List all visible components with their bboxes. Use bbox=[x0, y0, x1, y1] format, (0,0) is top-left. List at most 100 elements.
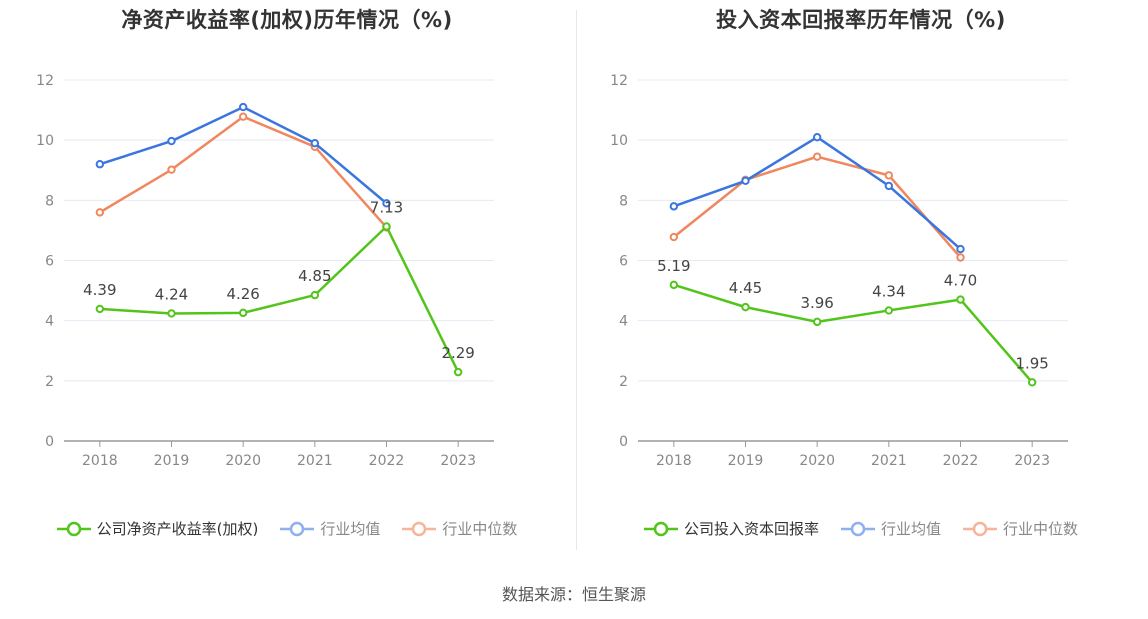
y-tick-label: 2 bbox=[45, 374, 54, 390]
data-point bbox=[238, 102, 248, 112]
y-tick-label: 0 bbox=[619, 434, 628, 450]
legend-item-industry-mean[interactable]: 行业均值 bbox=[840, 518, 941, 539]
data-point bbox=[741, 176, 750, 185]
chart-title: 净资产收益率(加权)历年情况（%) bbox=[121, 8, 453, 32]
data-label: 4.85 bbox=[298, 267, 331, 285]
legend-item-industry-median[interactable]: 行业中位数 bbox=[402, 518, 517, 539]
series-line-company bbox=[673, 283, 1034, 384]
data-label: 4.70 bbox=[944, 272, 977, 290]
chart-legend: 公司净资产收益率(加权) 行业均值 行业中位数 bbox=[0, 518, 574, 539]
x-tick-label: 2020 bbox=[799, 453, 835, 469]
x-tick-label: 2023 bbox=[1014, 453, 1050, 469]
data-point bbox=[956, 295, 965, 304]
data-label: 1.95 bbox=[1015, 354, 1048, 372]
data-point bbox=[382, 222, 391, 231]
series-line-industry-median bbox=[673, 155, 962, 259]
data-point bbox=[884, 306, 894, 315]
data-label: 4.24 bbox=[155, 285, 188, 303]
x-tick-label: 2018 bbox=[82, 453, 118, 469]
data-point bbox=[956, 253, 965, 262]
y-tick-label: 4 bbox=[45, 314, 54, 330]
x-tick-label: 2021 bbox=[297, 453, 333, 469]
data-source-note: 数据来源：恒生聚源 bbox=[501, 585, 646, 604]
data-point bbox=[669, 202, 679, 211]
x-tick-label: 2022 bbox=[369, 453, 405, 469]
x-tick-label: 2020 bbox=[225, 453, 261, 469]
data-point bbox=[382, 199, 391, 208]
x-tick-label: 2019 bbox=[728, 453, 764, 469]
y-tick-label: 8 bbox=[45, 193, 54, 209]
data-point bbox=[238, 308, 248, 318]
chart-title: 投入资本回报率历年情况（%) bbox=[716, 8, 1006, 32]
series-line-industry-mean bbox=[99, 105, 388, 205]
data-point bbox=[95, 304, 105, 314]
series-line-company bbox=[99, 225, 460, 373]
x-tick-label: 2023 bbox=[440, 453, 476, 469]
roe-line-chart: 0 2 4 6 8 10 12 2018 2019 2020 2021 2022 2023 4.39 4.2… bbox=[36, 73, 494, 469]
legend-item-industry-median[interactable]: 行业中位数 bbox=[963, 518, 1078, 539]
data-label: 3.96 bbox=[800, 294, 833, 312]
legend-item-company[interactable]: 公司投入资本回报率 bbox=[643, 518, 819, 539]
y-tick-label: 4 bbox=[619, 314, 628, 330]
legend-line-icon bbox=[402, 521, 437, 536]
data-point bbox=[453, 367, 463, 377]
legend-line-icon bbox=[280, 521, 315, 536]
panel-divider bbox=[576, 10, 577, 550]
data-point bbox=[884, 171, 894, 180]
data-point bbox=[167, 165, 176, 174]
data-label: 7.13 bbox=[370, 199, 403, 217]
data-point bbox=[95, 160, 105, 169]
x-tick-label: 2019 bbox=[154, 453, 190, 469]
data-point bbox=[167, 309, 176, 318]
legend-line-icon bbox=[840, 521, 875, 536]
chart-legend: 公司投入资本回报率 行业均值 行业中位数 bbox=[574, 518, 1148, 539]
legend-label: 行业中位数 bbox=[442, 520, 518, 538]
y-tick-label: 0 bbox=[45, 434, 54, 450]
x-tick-label: 2021 bbox=[871, 453, 907, 469]
data-point bbox=[884, 181, 894, 191]
legend-line-icon bbox=[963, 521, 997, 536]
data-label: 4.45 bbox=[729, 279, 762, 297]
data-point bbox=[812, 132, 822, 142]
data-label: 4.39 bbox=[83, 281, 116, 299]
y-tick-label: 10 bbox=[36, 133, 54, 149]
data-point bbox=[310, 138, 320, 148]
y-tick-label: 10 bbox=[610, 133, 628, 149]
legend-label: 行业中位数 bbox=[1003, 520, 1079, 538]
data-point bbox=[310, 290, 320, 300]
legend-line-icon bbox=[56, 521, 91, 536]
data-label: 5.19 bbox=[657, 257, 690, 275]
legend-label: 行业均值 bbox=[320, 520, 381, 538]
data-label: 4.34 bbox=[872, 282, 905, 300]
data-label: 4.26 bbox=[226, 285, 259, 303]
legend-item-industry-mean[interactable]: 行业均值 bbox=[280, 518, 380, 539]
y-tick-label: 8 bbox=[619, 193, 628, 209]
data-point bbox=[1027, 378, 1037, 387]
data-point bbox=[669, 280, 679, 290]
y-tick-label: 2 bbox=[619, 374, 628, 390]
series-line-industry-median bbox=[99, 115, 388, 229]
legend-item-company[interactable]: 公司净资产收益率(加权) bbox=[56, 518, 259, 539]
x-tick-label: 2018 bbox=[656, 453, 692, 469]
y-tick-label: 12 bbox=[36, 73, 54, 89]
data-point bbox=[812, 317, 822, 327]
roic-line-chart: 0 2 4 6 8 10 12 2018 2019 2020 2021 2022 2023 5.19 4.4… bbox=[610, 73, 1068, 469]
legend-line-icon bbox=[643, 521, 678, 536]
legend-label: 行业均值 bbox=[880, 520, 941, 538]
legend-label: 公司投入资本回报率 bbox=[683, 520, 819, 538]
data-point bbox=[741, 302, 750, 312]
y-tick-label: 6 bbox=[619, 254, 628, 270]
data-point bbox=[669, 232, 679, 242]
y-tick-label: 12 bbox=[610, 73, 628, 89]
legend-label: 公司净资产收益率(加权) bbox=[96, 520, 259, 538]
data-point bbox=[95, 208, 105, 217]
data-point bbox=[167, 136, 176, 146]
x-tick-label: 2022 bbox=[943, 453, 979, 469]
data-point bbox=[812, 152, 822, 161]
data-point bbox=[956, 244, 965, 254]
data-point bbox=[238, 112, 248, 121]
roe-chart-panel: 净资产收益率(加权)历年情况（%) 0 2 4 6 8 10 12 2018 2019 2020 2… bbox=[0, 0, 574, 560]
data-label: 2.29 bbox=[441, 344, 474, 362]
y-tick-label: 6 bbox=[45, 254, 54, 270]
roic-chart-panel: 投入资本回报率历年情况（%) 0 2 4 6 8 10 12 2018 2019 2020 2021… bbox=[574, 0, 1148, 560]
